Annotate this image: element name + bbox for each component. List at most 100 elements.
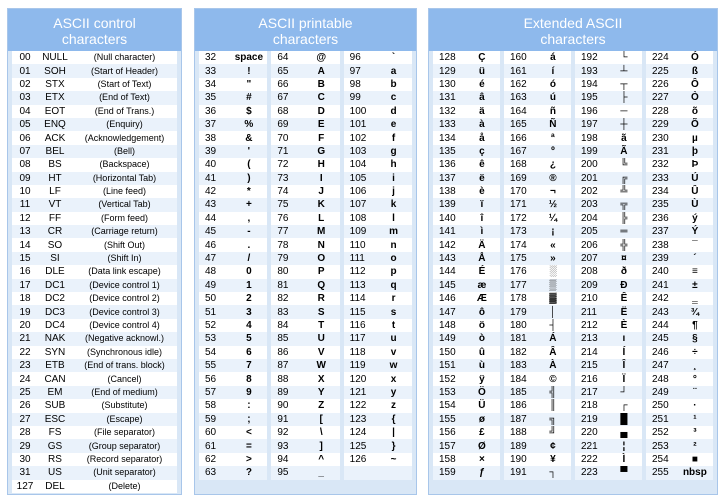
printable-row: 126 ~ bbox=[343, 452, 412, 467]
printable-code: 43 bbox=[199, 198, 231, 212]
control-description: (Null character) bbox=[72, 51, 177, 65]
printable-row: 33! bbox=[199, 64, 268, 78]
printable-row: 67 C bbox=[271, 91, 340, 105]
extended-code: 207 bbox=[575, 251, 606, 266]
extended-row: 233 Ú bbox=[646, 171, 713, 185]
extended-character: ╠ bbox=[605, 211, 642, 226]
printable-code: 70 bbox=[271, 131, 303, 145]
extended-character: È bbox=[605, 318, 642, 333]
extended-character: nbsp bbox=[676, 466, 713, 480]
extended-character: í bbox=[534, 64, 571, 78]
printable-code: 75 bbox=[271, 198, 303, 212]
extended-code: 249 bbox=[646, 385, 677, 400]
extended-character: ╦ bbox=[605, 198, 642, 212]
extended-row: 215 Î bbox=[575, 358, 642, 373]
control-code: 19 bbox=[12, 305, 38, 319]
extended-row: 187 ╗ bbox=[504, 412, 571, 426]
printable-code: 42 bbox=[199, 184, 231, 199]
extended-character: ╗ bbox=[534, 412, 571, 426]
control-row: 31 US (Unit separator) bbox=[12, 466, 177, 480]
printable-code: 94 bbox=[271, 452, 303, 467]
extended-code: 143 bbox=[433, 251, 464, 266]
printable-row: 55 7 bbox=[199, 358, 268, 373]
printable-code: 119 bbox=[343, 358, 376, 373]
extended-character: å bbox=[463, 131, 500, 145]
extended-character: ╩ bbox=[605, 184, 642, 199]
extended-row: 254 ■ bbox=[646, 452, 713, 467]
extended-row: 208 ð bbox=[575, 265, 642, 279]
extended-character: ¼ bbox=[534, 211, 571, 226]
printable-character: = bbox=[230, 439, 268, 453]
extended-row: 157 Ø bbox=[433, 439, 500, 453]
printable-character: ] bbox=[302, 439, 340, 453]
extended-code: 241 bbox=[646, 278, 677, 293]
extended-characters-body: 128 Ç 129 ü 130 é 131 â 132 ä 133 à 134 å 135 ç 136 ê 137 ë… bbox=[433, 51, 713, 490]
printable-row: 111 o bbox=[343, 251, 412, 266]
extended-character: õ bbox=[676, 104, 713, 118]
printable-code: 69 bbox=[271, 117, 303, 132]
extended-row: 182 Â bbox=[504, 345, 571, 359]
extended-code: 243 bbox=[646, 305, 677, 319]
extended-character: █ bbox=[605, 412, 642, 426]
control-code: 16 bbox=[12, 265, 38, 279]
printable-row: 117 u bbox=[343, 332, 412, 346]
printable-character: X bbox=[302, 372, 340, 386]
printable-code: 33 bbox=[199, 64, 231, 78]
extended-code: 246 bbox=[646, 345, 677, 359]
extended-row: 242 ‗ bbox=[646, 292, 713, 306]
control-row: 19 DC3 (Device control 3) bbox=[12, 305, 177, 319]
extended-character: ╚ bbox=[605, 158, 642, 172]
control-code: 24 bbox=[12, 372, 38, 386]
extended-row: 179 │ bbox=[504, 305, 571, 319]
extended-row: 188 ╝ bbox=[504, 425, 571, 440]
control-code: 15 bbox=[12, 251, 38, 266]
extended-character: ╣ bbox=[534, 385, 571, 400]
extended-code: 250 bbox=[646, 399, 677, 413]
printable-character: s bbox=[375, 305, 412, 319]
printable-row: 36 $ bbox=[199, 104, 268, 118]
control-code: 04 bbox=[12, 104, 38, 118]
extended-code: 200 bbox=[575, 158, 606, 172]
printable-row: 42 * bbox=[199, 184, 268, 199]
control-title-line1: ASCII control bbox=[53, 15, 136, 31]
extended-code: 229 bbox=[646, 117, 677, 132]
printable-code: 77 bbox=[271, 225, 303, 239]
printable-row: 113 q bbox=[343, 278, 412, 293]
control-characters-panel: ASCII control characters 00 NULL (Null cha… bbox=[7, 8, 182, 495]
extended-row: 145 æ bbox=[433, 278, 500, 293]
extended-code: 140 bbox=[433, 211, 464, 226]
control-description: (Carriage return) bbox=[72, 225, 177, 239]
control-row: 127 DEL (Delete) bbox=[12, 479, 177, 493]
extended-column-table: 224 Ó 225 ß 226 Ô 227 Ò 228 õ 229 Õ 230 µ 231 þ 232 Þ 233 Ú… bbox=[646, 51, 713, 480]
control-code: 26 bbox=[12, 399, 38, 413]
extended-row: 234 Û bbox=[646, 184, 713, 199]
control-row: 30 RS (Record separator) bbox=[12, 452, 177, 467]
printable-characters-header: ASCII printable characters bbox=[195, 9, 416, 51]
printable-character: z bbox=[375, 399, 412, 413]
control-code: 06 bbox=[12, 131, 38, 145]
extended-row: 220 ▄ bbox=[575, 425, 642, 440]
extended-code: 173 bbox=[504, 225, 535, 239]
extended-character: ┬ bbox=[605, 77, 642, 92]
extended-row: 181 Á bbox=[504, 332, 571, 346]
printable-row: 95 _ bbox=[271, 466, 340, 480]
printable-character: / bbox=[230, 251, 268, 266]
extended-row: 151 ù bbox=[433, 358, 500, 373]
printable-character: 4 bbox=[230, 318, 268, 333]
printable-row: 98 b bbox=[343, 77, 412, 92]
printable-row: 57 9 bbox=[199, 385, 268, 400]
printable-code: 39 bbox=[199, 144, 231, 159]
printable-row: 92 \ bbox=[271, 425, 340, 440]
extended-character: ø bbox=[463, 412, 500, 426]
extended-row: 185 ╣ bbox=[504, 385, 571, 400]
extended-character: £ bbox=[463, 425, 500, 440]
control-description: (Group separator) bbox=[72, 439, 177, 453]
extended-code: 147 bbox=[433, 305, 464, 319]
extended-row: 206 ╬ bbox=[575, 238, 642, 252]
extended-character: ð bbox=[605, 265, 642, 279]
printable-character: N bbox=[302, 238, 340, 252]
extended-code: 184 bbox=[504, 372, 535, 386]
extended-code: 145 bbox=[433, 278, 464, 293]
extended-code: 213 bbox=[575, 332, 606, 346]
extended-character: ║ bbox=[534, 399, 571, 413]
